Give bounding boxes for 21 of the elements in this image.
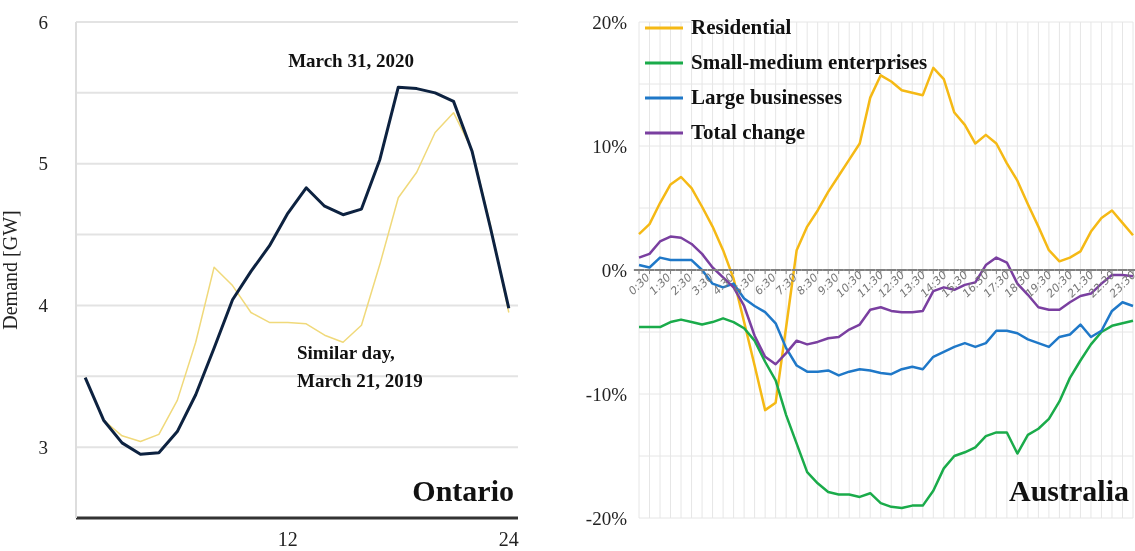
- y-tick-label: -10%: [585, 383, 628, 405]
- y-tick-label: 10%: [592, 135, 628, 157]
- y-tick-label: 4: [38, 295, 49, 317]
- line-series: [637, 317, 1135, 510]
- y-tick-label: 3: [38, 436, 48, 458]
- y-tick-label: 6: [38, 11, 48, 33]
- y-tick-label: -20%: [585, 507, 628, 529]
- y-tick-label: 20%: [592, 11, 628, 33]
- legend-label: Small-medium enterprises: [691, 50, 928, 75]
- y-tick-label: 5: [38, 153, 48, 175]
- text: Ontario: [412, 474, 514, 508]
- y-tick-label: 0%: [601, 259, 628, 281]
- series-label: March 31, 2020: [288, 48, 414, 73]
- y-axis-title: Demand [GW]: [0, 210, 22, 330]
- x-tick-label: 24: [498, 528, 519, 551]
- series-label: Similar day, March 21, 2019: [297, 341, 423, 394]
- x-tick-label: 12: [277, 528, 298, 551]
- legend-label: Large businesses: [691, 85, 843, 110]
- text: Australia: [1009, 474, 1129, 508]
- legend-label: Total change: [691, 120, 806, 145]
- legend-label: Residential: [691, 15, 792, 40]
